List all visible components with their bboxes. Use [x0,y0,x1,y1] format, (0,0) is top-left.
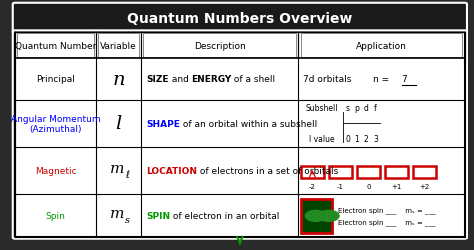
FancyBboxPatch shape [15,32,465,238]
Text: p: p [355,103,359,112]
Text: 3: 3 [373,134,378,143]
Text: Principal: Principal [36,75,75,84]
FancyBboxPatch shape [98,34,138,58]
Text: SHAPE: SHAPE [146,119,181,128]
Text: 0: 0 [345,134,350,143]
FancyBboxPatch shape [301,166,324,178]
FancyBboxPatch shape [357,166,380,178]
Circle shape [305,210,326,222]
Text: l value: l value [309,134,335,143]
Text: 7d orbitals: 7d orbitals [303,75,351,84]
Text: f: f [374,103,377,112]
FancyBboxPatch shape [301,199,332,233]
Circle shape [319,210,339,222]
FancyBboxPatch shape [18,34,94,58]
Text: Variable: Variable [100,41,137,50]
Text: m: m [110,206,125,220]
Text: 2: 2 [364,134,369,143]
FancyBboxPatch shape [301,34,462,58]
Text: of electrons in a set of orbitals: of electrons in a set of orbitals [197,166,338,175]
Text: Spin: Spin [46,212,65,220]
Text: Quantum Number: Quantum Number [15,41,96,50]
Text: n: n [112,71,125,88]
Text: Subshell: Subshell [305,103,338,112]
Text: of an orbital within a subshell: of an orbital within a subshell [180,119,317,128]
Text: Magnetic: Magnetic [35,166,76,175]
Text: Application: Application [356,41,407,50]
FancyBboxPatch shape [385,166,408,178]
Text: Electron spin ___    mₛ = ___: Electron spin ___ mₛ = ___ [338,218,436,225]
Text: -1: -1 [337,183,344,189]
Text: -2: -2 [309,183,316,189]
Text: ENERGY: ENERGY [191,75,231,84]
Text: and: and [169,75,191,84]
Text: ℓ: ℓ [125,170,129,179]
FancyBboxPatch shape [13,4,467,34]
Text: s: s [346,103,349,112]
Text: Electron spin ___    mₛ = ___: Electron spin ___ mₛ = ___ [338,206,436,213]
Text: of electron in an orbital: of electron in an orbital [171,212,280,220]
Text: s: s [124,215,129,224]
Text: LOCATION: LOCATION [146,166,198,175]
Text: SIZE: SIZE [146,75,169,84]
Text: 0: 0 [366,183,371,189]
Text: of a shell: of a shell [231,75,275,84]
FancyBboxPatch shape [413,166,437,178]
Text: +1: +1 [392,183,402,189]
Text: Angular Momentum
(Azimuthal): Angular Momentum (Azimuthal) [11,114,100,134]
Text: m: m [110,162,125,175]
Text: SPIN: SPIN [146,212,171,220]
Text: Description: Description [194,41,246,50]
FancyBboxPatch shape [143,34,296,58]
Text: n =: n = [373,75,392,84]
Text: 1: 1 [355,134,359,143]
Text: +2: +2 [419,183,430,189]
Text: Quantum Numbers Overview: Quantum Numbers Overview [127,12,353,26]
Text: d: d [364,103,369,112]
Text: l: l [115,115,122,133]
FancyBboxPatch shape [329,166,352,178]
Text: 7: 7 [401,75,407,84]
